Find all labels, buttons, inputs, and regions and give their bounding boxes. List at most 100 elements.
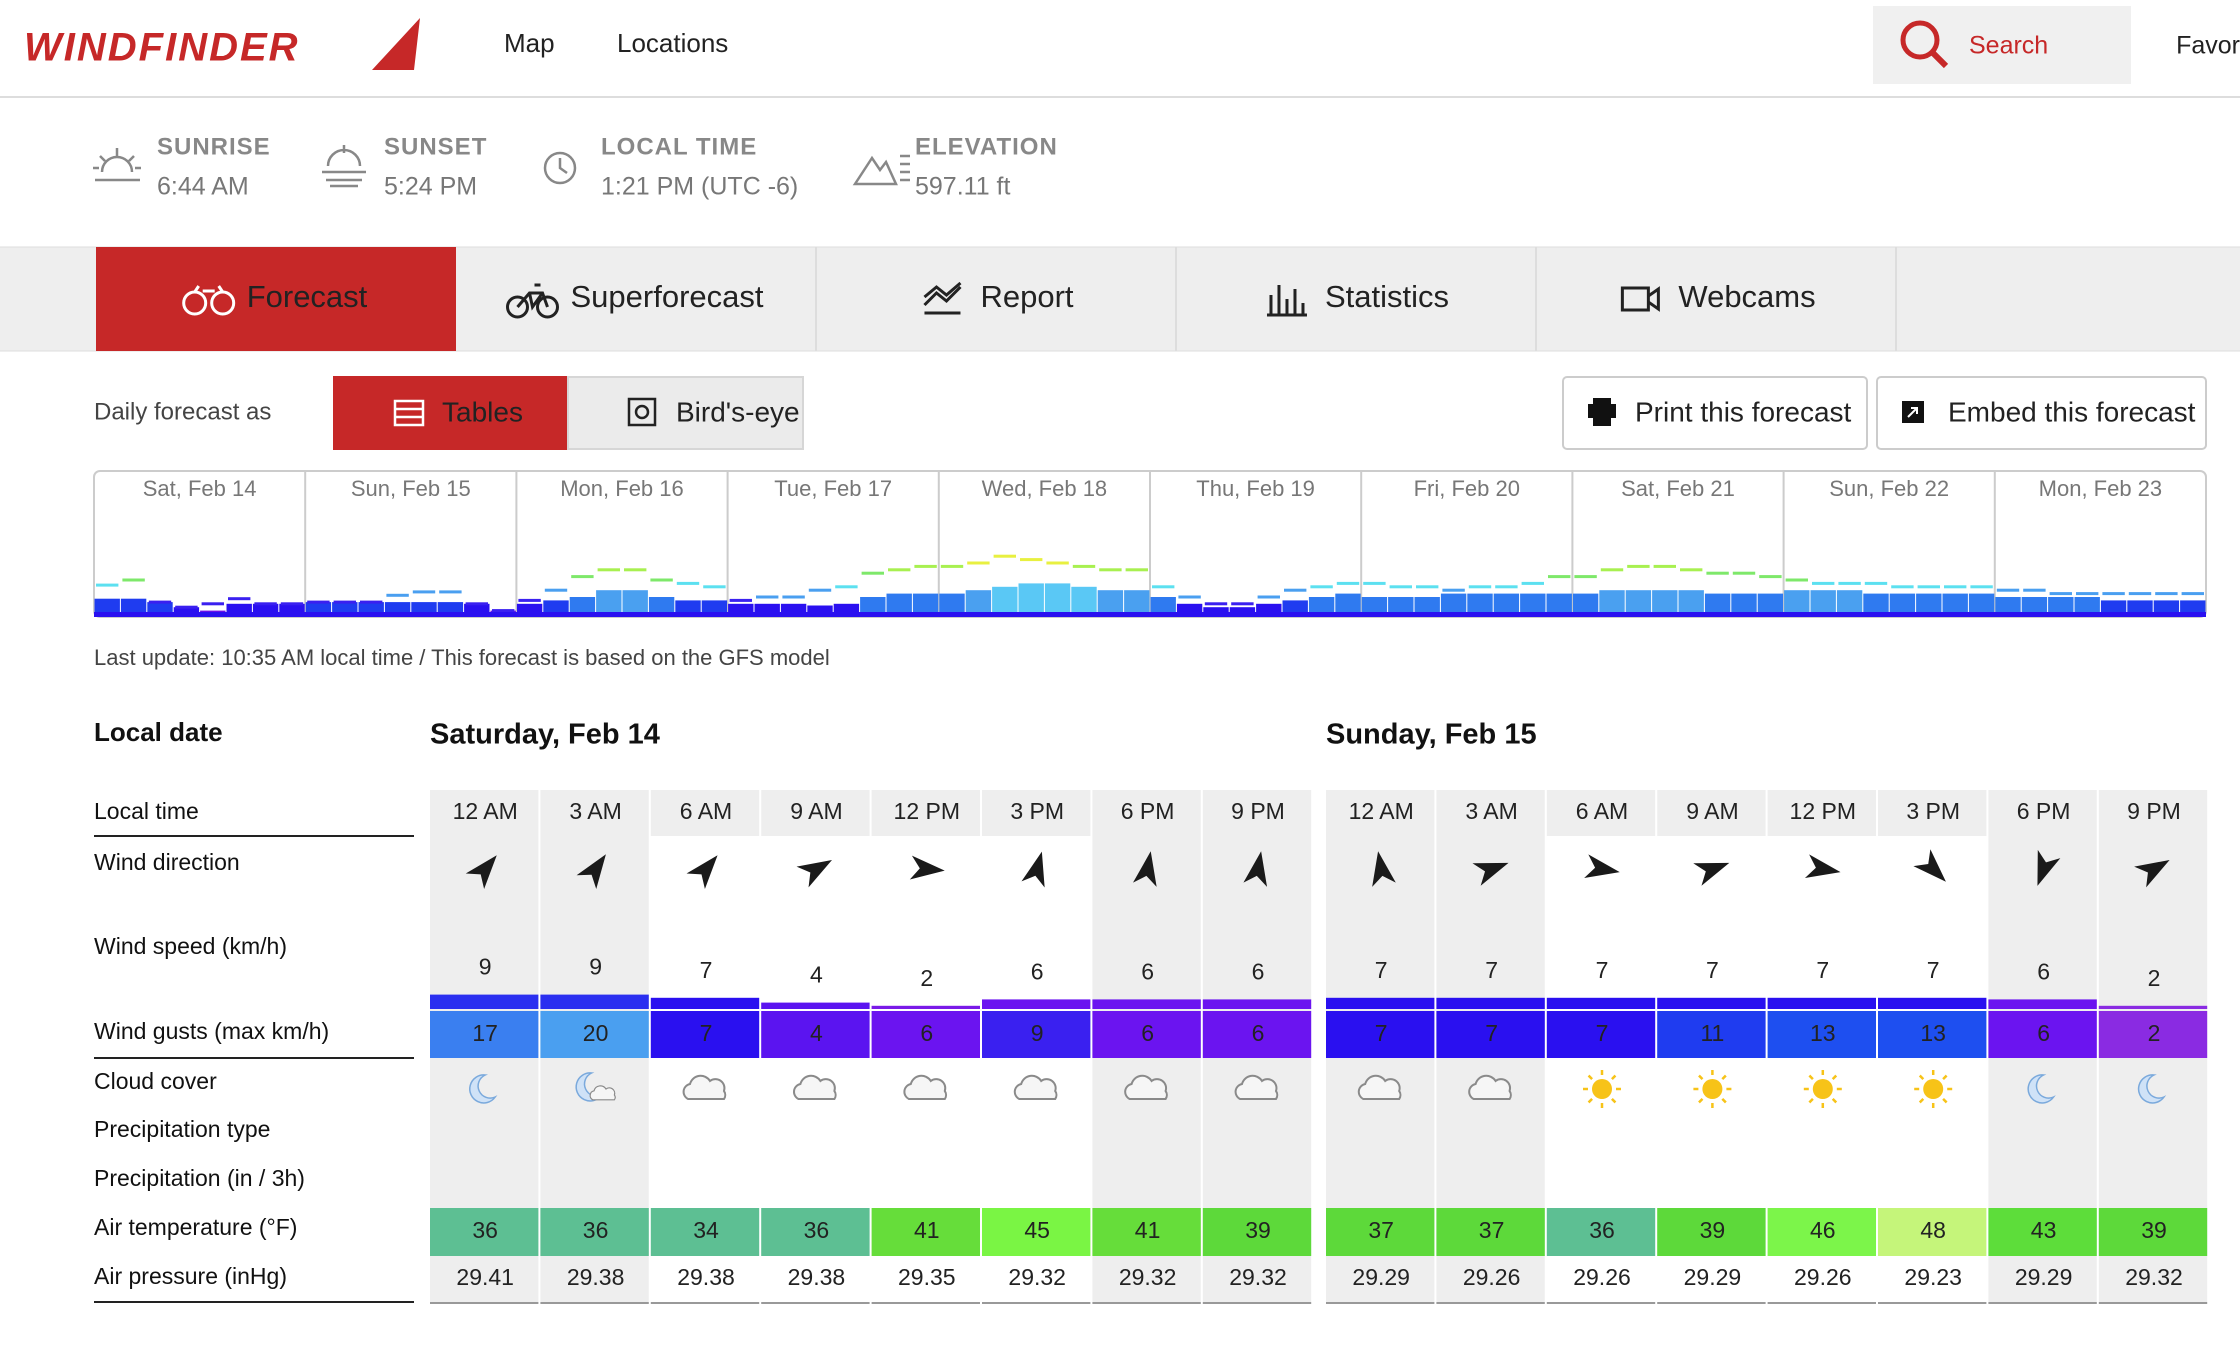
tab-label[interactable]: Superforecast [571,279,764,314]
overview-gust-mark [1389,585,1412,589]
temperature: 36 [1589,1217,1615,1243]
overview-day[interactable]: Sun, Feb 22 [1829,476,1949,501]
temperature: 36 [583,1217,609,1243]
cloud-cover-icon [1357,1074,1402,1100]
logo-mark[interactable] [372,18,420,70]
view-option[interactable] [567,376,804,450]
overview-wind-bar [1124,590,1150,614]
sun [1812,1079,1833,1099]
overview-gust-mark [1178,595,1201,599]
temperature-cell [650,1208,760,1256]
overview-wind-bar [94,598,120,614]
gust-cell [540,1011,649,1058]
time-cell [1657,790,1766,836]
view-option[interactable] [333,376,569,450]
wind-speed: 4 [810,962,823,988]
overview-gust-mark [1653,564,1676,568]
overview-day[interactable]: Wed, Feb 18 [982,476,1108,501]
header [0,0,2240,97]
overview-day[interactable]: Fri, Feb 20 [1414,476,1520,501]
tab-label[interactable]: Forecast [247,279,368,314]
overview-day[interactable]: Sat, Feb 21 [1621,476,1735,501]
sun-ray [1918,1098,1925,1104]
local-time: 3 AM [1465,798,1517,824]
temperature: 43 [2031,1217,2057,1243]
sun-ray [1698,1074,1704,1080]
overview-gust-mark [2128,592,2152,596]
view-option-label[interactable]: Tables [442,396,523,427]
action-button[interactable] [1876,376,2207,450]
nav-link[interactable]: Map [504,28,555,58]
tab-label[interactable]: Report [980,279,1073,314]
favorites-link[interactable]: Favor [2176,32,2240,60]
cloud [589,1085,616,1101]
gust-cell [1988,1011,2097,1058]
overview-day[interactable]: Mon, Feb 23 [2039,476,2163,501]
row-label: Cloud cover [94,1068,217,1094]
pressure: 29.35 [898,1264,956,1290]
overview-gust-mark [1600,568,1624,572]
view-option-label[interactable]: Bird's-eye [676,396,800,427]
search-box[interactable] [1873,6,2131,84]
logo[interactable]: WINDFINDER [24,26,300,70]
overview-gust-mark [280,602,304,606]
temperature: 36 [804,1217,830,1243]
overview-day[interactable]: Thu, Feb 19 [1196,476,1315,501]
overview-wind-bar [728,603,754,614]
row-label: Precipitation type [94,1116,270,1142]
overview-gust-mark [914,564,937,568]
tab-label[interactable]: Webcams [1678,279,1815,314]
sun-ray [1721,1098,1727,1104]
overview-day[interactable]: Mon, Feb 16 [560,476,684,501]
wind-speed-bar [871,1005,980,1009]
pressure: 29.32 [1229,1264,1287,1290]
overview-wind-bar [279,603,305,614]
overview-gust-mark [1891,585,1914,589]
wind-gust: 7 [1375,1020,1388,1046]
nav-link[interactable]: Locations [617,28,728,58]
search-label[interactable]: Search [1969,32,2048,60]
overview-gust-mark [1574,575,1597,579]
wind-arrow [1021,851,1045,888]
cloud-cover-icon [1468,1074,1512,1100]
overview-day[interactable]: Tue, Feb 17 [774,476,892,501]
local-time: 9 AM [790,798,842,824]
tab-active[interactable] [96,247,456,351]
overview-wind-bar [1388,597,1414,614]
overview-gust-mark [333,600,356,604]
wind-arrow [2037,849,2061,886]
overview-wind-bar [1335,593,1361,614]
overview-wind-bar [2021,597,2048,614]
pressure: 29.29 [2015,1264,2073,1290]
overview-wind-bar [1810,590,1836,614]
action-button[interactable] [1562,376,1868,450]
overview-wind-bar [1572,593,1599,614]
row-label: Precipitation (in / 3h) [94,1165,305,1191]
temperature: 39 [1245,1217,1271,1243]
action-label[interactable]: Print this forecast [1635,396,1852,427]
overview-gust-mark [412,590,436,594]
moon [2137,1074,2167,1104]
wind-speed-bar [1657,997,1766,1009]
overview-day[interactable]: Sun, Feb 15 [351,476,471,501]
overview-wind-bar [1520,593,1546,614]
local-time: 3 PM [1010,798,1064,824]
action-label[interactable]: Embed this forecast [1948,396,2196,427]
overview-gust-mark [1152,585,1175,589]
tab-label[interactable]: Statistics [1325,279,1449,314]
time-cell [1546,790,1656,836]
temperature-cell [761,1208,870,1256]
overview-wind-bar [2127,600,2153,614]
overview-gust-mark [465,602,488,606]
info-label: SUNRISE [157,133,271,160]
temperature: 34 [693,1217,719,1243]
cloud [1013,1074,1058,1100]
overview-gust-mark [492,609,515,613]
gust-cell [871,1011,980,1058]
wind-speed: 7 [1375,957,1388,983]
wind-gust: 13 [1920,1020,1946,1046]
overview-day[interactable]: Sat, Feb 14 [143,476,257,501]
overview-gust-mark [1072,564,1096,568]
overview-gust-mark [1680,568,1703,572]
row-label: Wind direction [94,849,240,875]
